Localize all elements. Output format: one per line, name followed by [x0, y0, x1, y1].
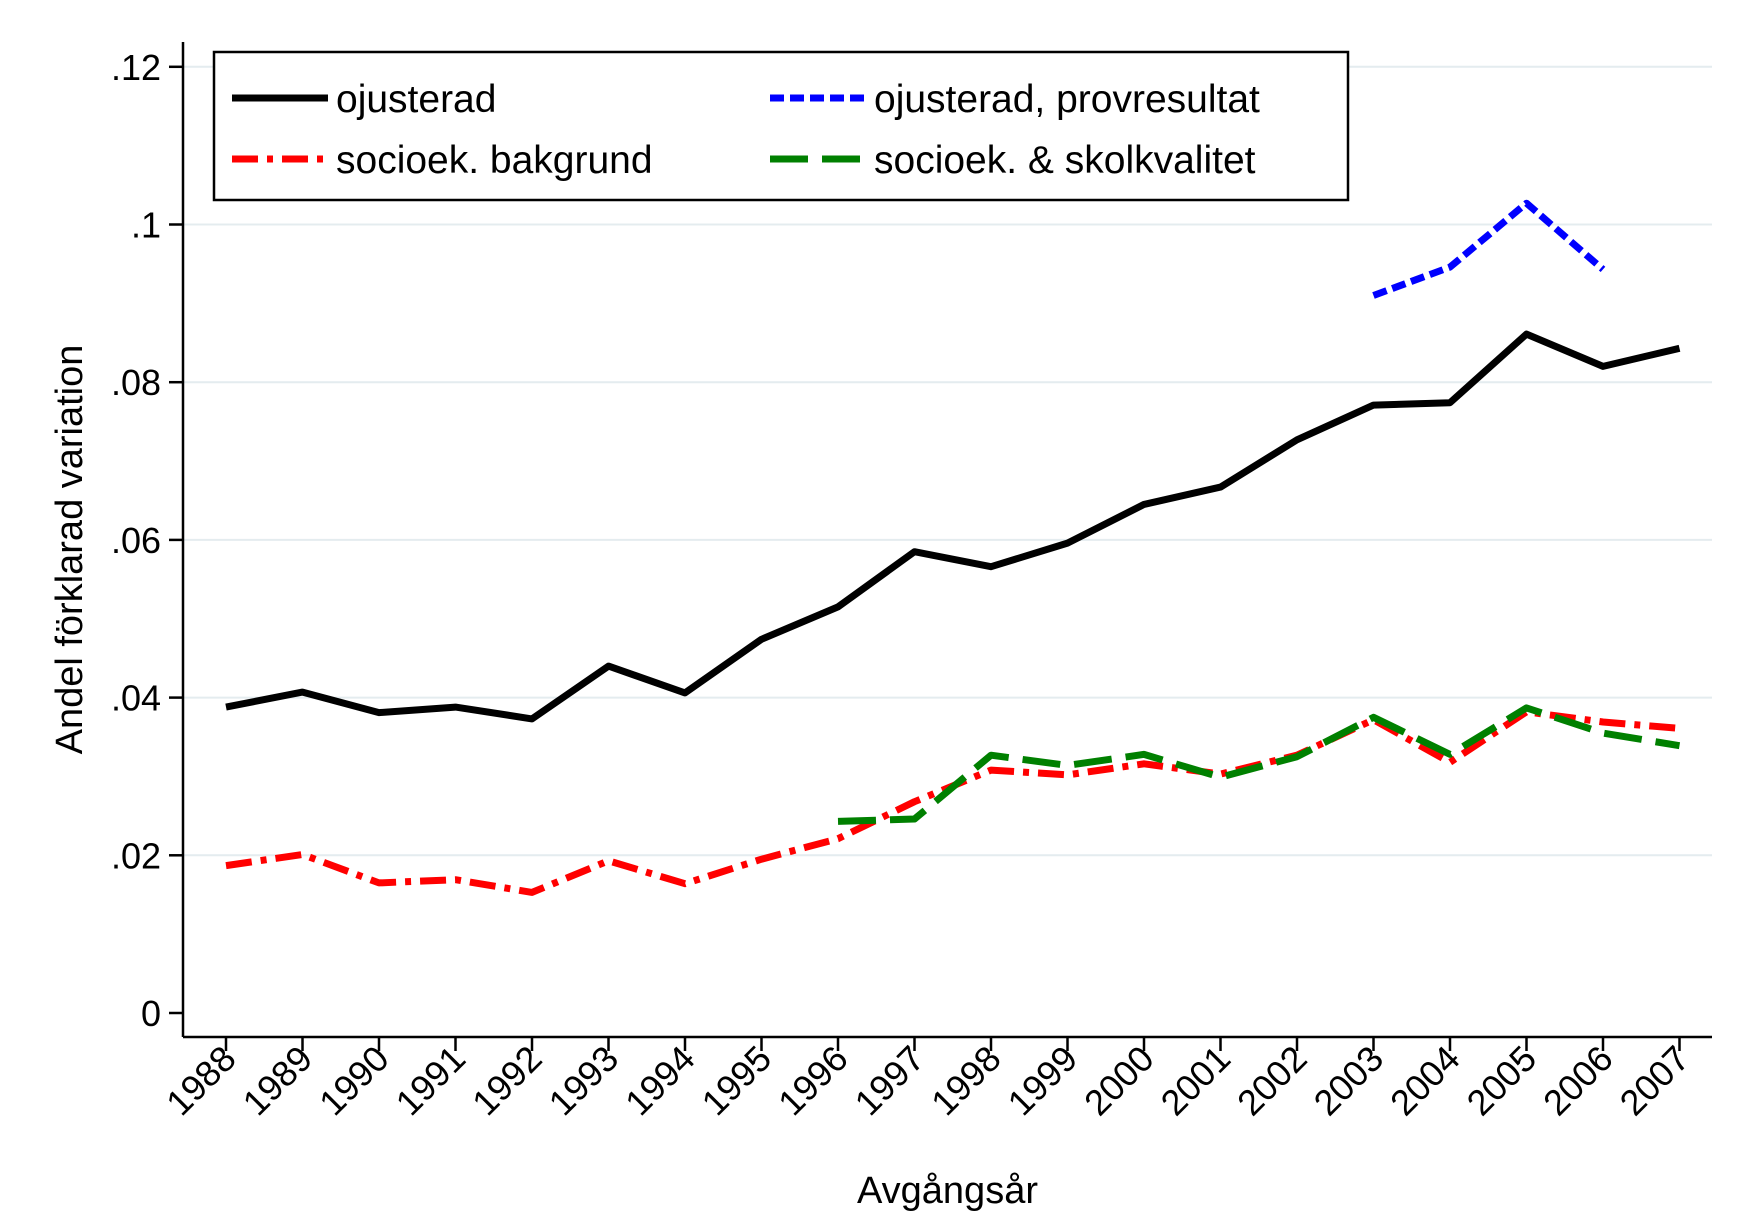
legend-label: socioek. & skolkvalitet — [874, 139, 1256, 182]
y-axis-title: Andel förklarad variation — [49, 345, 91, 755]
legend-label: ojusterad, provresultat — [874, 78, 1260, 121]
y-tick-label: .02 — [111, 835, 161, 876]
y-tick-label: .06 — [111, 520, 161, 561]
series-line-4 — [837, 704, 1681, 825]
x-axis-title: Avgångsår — [857, 1170, 1038, 1212]
series-line-1 — [225, 330, 1681, 723]
y-axis-ticks: 0 .02 .04 .06 .08 .1 .12 — [111, 47, 183, 1034]
legend-label: ojusterad — [336, 78, 496, 121]
y-tick-label: .08 — [111, 362, 161, 403]
series-lines — [225, 199, 1681, 896]
series-line-2 — [1372, 199, 1606, 299]
y-tick-label: 0 — [141, 993, 161, 1034]
legend-label: socioek. bakgrund — [336, 139, 653, 182]
legend: ojusterad ojusterad, provresultat socioek.… — [212, 50, 1350, 202]
legend-box — [212, 50, 1350, 202]
y-tick-label: .12 — [111, 47, 161, 88]
y-tick-label: .1 — [131, 205, 161, 246]
y-tick-label: .04 — [111, 678, 161, 719]
